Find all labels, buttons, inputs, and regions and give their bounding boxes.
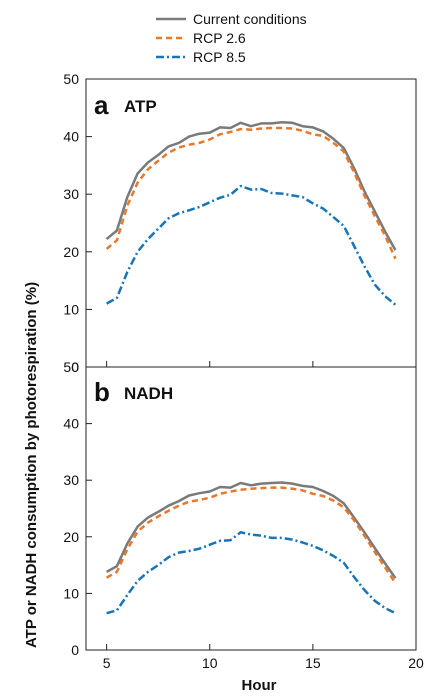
panel-b-letter: b (94, 377, 110, 407)
panel-b-ytick-label-0: 0 (71, 642, 79, 658)
panel-a-letter: a (94, 90, 109, 120)
panel-b-nadh: b NADH 0 10 20 30 40 50 5 10 15 20 (63, 359, 424, 671)
panel-b-ytick-label-10: 10 (63, 585, 79, 601)
legend: Current conditions RCP 2.6 RCP 8.5 (156, 11, 307, 65)
panel-b-series-rcp85-line (106, 531, 396, 615)
panel-a-series-rcp85-line (105, 184, 397, 306)
panel-a-ytick-label-0: 0 (71, 359, 79, 375)
legend-label-rcp85: RCP 8.5 (193, 49, 246, 65)
panel-a-ytick-label-30: 30 (63, 186, 79, 202)
panel-a-ytick-label-10: 10 (63, 301, 79, 317)
xtick-label-5: 5 (103, 655, 111, 671)
x-axis-title: Hour (242, 677, 277, 694)
panel-b-series-current-line (105, 481, 397, 579)
panel-b-ytick-label-40: 40 (63, 416, 79, 432)
legend-label-current: Current conditions (193, 11, 307, 27)
panel-a-series-rcp26-line (105, 126, 397, 260)
panel-a-series-current-line (105, 120, 397, 251)
panel-b-frame (85, 366, 417, 651)
panel-a-frame (85, 78, 417, 368)
xtick-label-20: 20 (408, 655, 424, 671)
panel-b-name: NADH (124, 384, 173, 403)
panel-b-ytick-label-50: 50 (63, 359, 79, 375)
panel-b-ytick-label-30: 30 (63, 472, 79, 488)
y-axis-title: ATP or NADH consumption by photorespirat… (23, 282, 40, 648)
xtick-label-15: 15 (305, 655, 321, 671)
panel-a-ytick-label-20: 20 (63, 244, 79, 260)
panel-a-name: ATP (124, 97, 157, 116)
panel-a-ytick-label-40: 40 (63, 129, 79, 145)
panel-b-series-rcp26-line (105, 486, 397, 584)
xtick-label-10: 10 (202, 655, 218, 671)
panel-b-ytick-label-20: 20 (63, 529, 79, 545)
legend-label-rcp26: RCP 2.6 (193, 30, 246, 46)
panel-a-atp: a ATP 0 10 20 30 40 50 (63, 71, 417, 375)
panel-a-ytick-label-50: 50 (63, 71, 79, 87)
